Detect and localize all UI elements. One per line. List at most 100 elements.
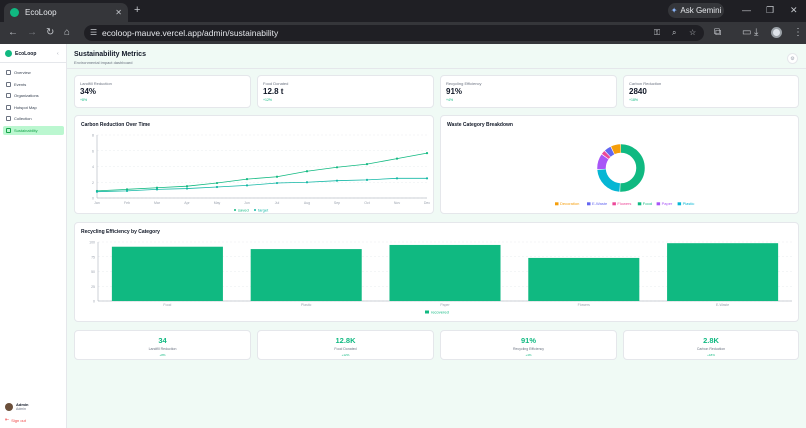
legend-label[interactable]: E-Waste — [592, 201, 608, 206]
browser-tab[interactable]: EcoLoop ✕ — [4, 3, 128, 22]
summary-change: +4% — [525, 353, 532, 357]
data-point-saved[interactable] — [125, 188, 129, 191]
profile-avatar-icon[interactable] — [771, 27, 782, 38]
legend-label[interactable]: Flowers — [617, 201, 631, 206]
reload-icon[interactable]: ↻ — [46, 27, 55, 38]
y-tick-label: 50 — [91, 270, 95, 274]
legend-label[interactable]: target — [258, 208, 269, 213]
data-point-target[interactable] — [275, 181, 279, 185]
metric-change: +8% — [80, 98, 88, 102]
data-point-target[interactable] — [245, 184, 249, 187]
sidebar: EcoLoop ‹ Overview Events Organizations Hot… — [0, 44, 67, 428]
zoom-icon[interactable]: ⌕ — [672, 28, 677, 37]
bar-plastic[interactable] — [250, 249, 362, 301]
data-point-saved[interactable] — [335, 166, 339, 169]
url-text[interactable]: ecoloop-mauve.vercel.app/admin/sustainab… — [102, 28, 279, 38]
bar-food[interactable] — [111, 246, 223, 301]
legend-label[interactable]: recovered — [431, 309, 449, 314]
download-icon[interactable]: ⤓ — [754, 27, 759, 38]
user-profile[interactable]: Admin Admin — [5, 402, 28, 411]
new-tab-icon[interactable]: + — [134, 4, 141, 16]
legend-marker — [555, 202, 559, 206]
bar-paper[interactable] — [389, 244, 501, 301]
close-window-icon[interactable]: ✕ — [790, 5, 798, 15]
data-point-saved[interactable] — [155, 186, 159, 189]
password-key-icon[interactable]: ⚿ — [654, 28, 661, 37]
sign-out-button[interactable]: ⇤ Sign out — [5, 417, 26, 423]
donut-slice-decoration[interactable] — [597, 144, 645, 192]
media-icon[interactable]: ▭ — [742, 27, 752, 38]
legend-label[interactable]: Paper — [662, 201, 673, 206]
data-point-target[interactable] — [335, 179, 339, 182]
metric-change: +4% — [446, 98, 454, 102]
sidebar-item-label: Sustainability — [14, 127, 38, 133]
sidebar-item-collection[interactable]: Collection — [3, 114, 64, 123]
data-point-saved[interactable] — [305, 170, 309, 173]
tab-close-icon[interactable]: ✕ — [115, 8, 122, 17]
sidebar-item-events[interactable]: Events — [3, 80, 64, 89]
restore-icon[interactable]: ❐ — [766, 5, 775, 15]
data-point-saved[interactable] — [185, 185, 189, 188]
forward-icon[interactable]: → — [27, 27, 37, 38]
leaf-icon — [6, 127, 11, 133]
sidebar-item-sustainability[interactable]: Sustainability — [3, 125, 64, 135]
address-bar[interactable]: ☰ ecoloop-mauve.vercel.app/admin/sustain… — [84, 25, 704, 41]
minimize-icon[interactable]: — — [742, 5, 751, 15]
back-icon[interactable]: ← — [8, 27, 18, 38]
data-point-target[interactable] — [395, 177, 399, 180]
data-point-target[interactable] — [95, 190, 99, 193]
summary-label: Food Donated — [334, 347, 357, 351]
metric-value: 2840 — [629, 87, 647, 96]
series-line-target — [96, 177, 427, 193]
x-tick-label: E-Waste — [716, 303, 729, 307]
sidebar-collapse-icon[interactable]: ‹ — [57, 51, 59, 57]
sidebar-item-organizations[interactable]: Organizations — [3, 91, 64, 100]
data-point-saved[interactable] — [365, 163, 369, 166]
legend-label[interactable]: saved — [238, 208, 249, 213]
legend-marker — [425, 310, 429, 314]
site-info-icon[interactable]: ☰ — [90, 28, 98, 37]
summary-value: 91% — [520, 336, 536, 345]
x-tick-label: Food — [163, 303, 171, 307]
settings-button[interactable]: ⚙ — [787, 53, 798, 64]
sidebar-item-hotspot-map[interactable]: Hotspot Map — [3, 103, 64, 112]
data-point-target[interactable] — [215, 185, 219, 189]
data-point-target[interactable] — [185, 187, 189, 190]
brand[interactable]: EcoLoop — [5, 50, 36, 57]
bar-flowers[interactable] — [528, 257, 640, 301]
data-point-saved[interactable] — [425, 152, 429, 155]
donut-slice-paper[interactable] — [597, 144, 645, 192]
data-point-target[interactable] — [125, 189, 129, 193]
legend-label[interactable]: Food — [643, 201, 652, 206]
legend-marker — [254, 209, 256, 211]
extensions-icon[interactable]: ⧉ — [714, 27, 722, 38]
data-point-target[interactable] — [305, 181, 309, 184]
legend-marker — [587, 202, 591, 206]
metric-card-carbon: Carbon Reduction 2840 +18% — [623, 75, 799, 108]
x-tick-label: Flowers — [578, 303, 591, 307]
carbon-line-chart: 0 2 4 6 8 Jan Feb Mar Apr May Jun Jul Aug Sep Oct Nov De… — [92, 134, 430, 213]
browser-menu-icon[interactable]: ⋮ — [793, 27, 803, 38]
sidebar-item-overview[interactable]: Overview — [3, 68, 64, 77]
x-tick-label: Nov — [394, 201, 400, 205]
data-point-target[interactable] — [155, 188, 159, 191]
data-point-target[interactable] — [365, 178, 369, 181]
sidebar-item-label: Overview — [14, 70, 31, 75]
x-tick-label: Jan — [94, 201, 100, 205]
y-tick-label: 0 — [92, 197, 94, 201]
legend-label[interactable]: Decoration — [560, 201, 579, 206]
data-point-saved[interactable] — [275, 175, 279, 178]
data-point-saved[interactable] — [245, 178, 249, 181]
bookmark-star-icon[interactable]: ☆ — [689, 28, 697, 37]
legend-label[interactable]: Plastic — [683, 201, 695, 206]
metric-label: Landfill Reduction — [80, 81, 112, 86]
data-point-target[interactable] — [425, 177, 429, 180]
bar-e-waste[interactable] — [667, 243, 779, 301]
sidebar-item-label: Events — [14, 81, 27, 87]
ask-gemini-button[interactable]: ✦ Ask Gemini — [668, 3, 724, 18]
home-icon[interactable]: ⌂ — [64, 27, 71, 38]
summary-value: 34 — [158, 336, 167, 345]
data-point-saved[interactable] — [395, 157, 399, 160]
recycling-bar-chart: 0 25 50 75 100 Food Plastic Paper Flowers E-Waste… — [89, 241, 792, 314]
data-point-saved[interactable] — [215, 181, 219, 185]
